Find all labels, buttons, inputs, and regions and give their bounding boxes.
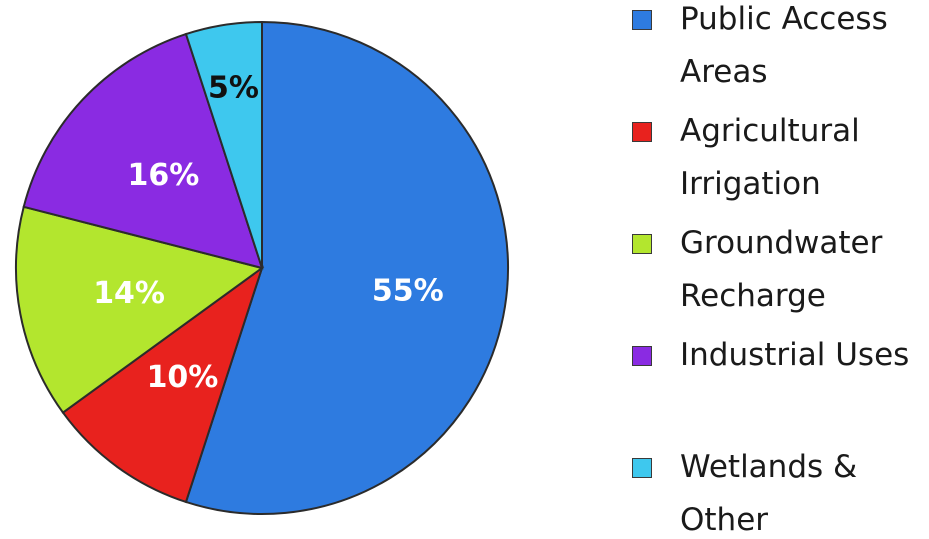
legend-label: Wetlands & Other: [680, 449, 858, 538]
legend-swatch: [632, 122, 652, 142]
legend-swatch: [632, 234, 652, 254]
pie-slice-groundwater-recharge: [15, 205, 265, 414]
legend-label: Agricultural Irrigation: [680, 113, 860, 202]
legend-swatch: [632, 458, 652, 478]
pie-slice-industrial-uses: [22, 32, 264, 270]
slice-value-label-industrial-uses: 16%: [127, 158, 199, 193]
slice-value-label-groundwater-recharge: 14%: [93, 276, 165, 311]
legend-label: Industrial Uses: [680, 337, 910, 373]
legend-swatch: [632, 346, 652, 366]
legend-label: Groundwater Recharge: [680, 225, 883, 314]
legend-swatch: [632, 10, 652, 30]
pie-slice-wetlands-other: [184, 20, 263, 269]
slice-value-label-agricultural-irrigation: 10%: [147, 360, 219, 395]
slice-value-label-public-access-areas: 55%: [372, 274, 444, 309]
pie-slice-agricultural-irrigation: [61, 265, 264, 504]
legend-label: Public Access Areas: [680, 1, 888, 90]
slice-value-label-wetlands-other: 5%: [208, 71, 259, 106]
legend: Public Access Areas Agricultural Irrigati…: [632, 0, 929, 539]
pie-slice-public-access-areas: [184, 20, 509, 515]
